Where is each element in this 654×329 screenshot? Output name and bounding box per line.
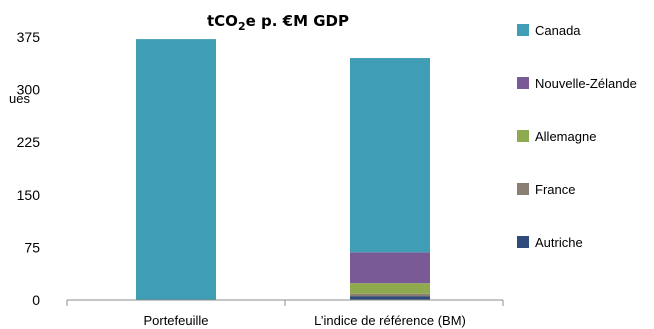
y-tick-label: 375: [17, 29, 41, 45]
bar-segment-allemagne: [350, 283, 430, 294]
bar-segment-autriche: [350, 296, 430, 300]
legend-label: Nouvelle-Zélande: [535, 76, 637, 91]
x-category-label: Portefeuille: [143, 313, 208, 328]
bars: [136, 39, 430, 300]
bar-segment-canada: [350, 58, 430, 253]
y-tick-label: 225: [17, 134, 41, 150]
y-tick-label: 75: [24, 239, 40, 255]
legend-swatch: [517, 77, 529, 89]
x-axis: Portefeuille L’indice de référence (BM): [66, 299, 504, 328]
y-axis-label: ues: [9, 91, 30, 106]
bar-segment-france: [350, 293, 430, 297]
legend: Canada Nouvelle-Zélande Allemagne France Aut…: [517, 23, 637, 250]
legend-label: France: [535, 182, 575, 197]
bar-segment-nouvelle-z-lande: [350, 252, 430, 284]
legend-swatch: [517, 130, 529, 142]
legend-swatch: [517, 24, 529, 36]
y-axis: 0 75 150 225 300 375: [17, 29, 41, 308]
legend-swatch: [517, 236, 529, 248]
y-tick-label: 0: [32, 292, 40, 308]
y-tick-label: 150: [17, 187, 41, 203]
chart-title: tCO2e p. €M GDP: [207, 12, 349, 33]
x-category-label: L’indice de référence (BM): [314, 313, 466, 328]
legend-label: Autriche: [535, 235, 583, 250]
y-tick-label: 300: [17, 82, 41, 98]
legend-label: Canada: [535, 23, 581, 38]
legend-swatch: [517, 183, 529, 195]
bar-segment-canada: [136, 39, 216, 300]
legend-label: Allemagne: [535, 129, 596, 144]
